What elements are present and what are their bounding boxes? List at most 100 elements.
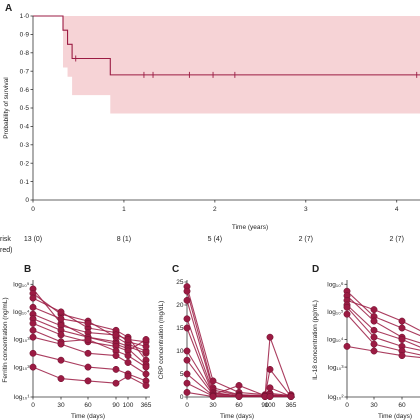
x-tick-label: 0: [345, 402, 349, 409]
data-point: [370, 340, 378, 348]
data-point: [183, 370, 191, 378]
panel-a-label: A: [5, 3, 12, 14]
y-tick-label: log₁₀⁶: [327, 282, 344, 289]
data-point: [142, 370, 150, 378]
data-point: [343, 342, 351, 350]
x-tick-label: 90: [261, 402, 269, 409]
data-point: [370, 347, 378, 355]
risk-value: 13 (0): [24, 236, 42, 243]
data-point: [183, 379, 191, 387]
y-tick-label: log₁₀¹: [14, 394, 31, 401]
panel-a-x-axis-label: Time (years): [232, 224, 268, 231]
series-line-0: [186, 286, 292, 397]
number-at-risk-table: risk red) 13 (0) 8 (1) 5 (4) 2 (7) 2 (7): [0, 236, 404, 254]
censor-marks: [75, 55, 418, 78]
survival-step-line: [33, 15, 420, 76]
series-line-6: [32, 322, 147, 352]
x-tick-label: 0: [31, 206, 35, 213]
y-tick-label: 5: [180, 371, 184, 378]
risk-value: 8 (1): [117, 236, 131, 243]
y-tick-label: log₁₀⁴: [327, 337, 344, 344]
y-tick-label: 0·8: [20, 50, 30, 57]
y-tick-label: log₁₀³: [14, 337, 31, 344]
data-point: [266, 384, 274, 392]
y-tick-label: log₁₀²: [14, 364, 31, 371]
panel-d-y-axis-label: IL-18 concentration (pg/mL): [312, 300, 319, 380]
data-point: [84, 363, 92, 371]
panel-a-y-axis-label: Probability of survival: [3, 77, 10, 139]
data-point: [398, 324, 406, 332]
data-point: [29, 349, 37, 357]
panel-c-y-axis-label: CRP concentration (mg/dL): [158, 301, 165, 380]
data-point: [370, 306, 378, 314]
data-point: [84, 336, 92, 343]
y-tick-label: log₁₀⁵: [327, 309, 344, 316]
data-point: [343, 310, 351, 318]
panel-a-y-ticks: 0 0·1 0·2 0·3 0·4 0·5 0·6 0·7 0·8 0·9 1·0: [20, 13, 33, 204]
data-point: [343, 303, 351, 311]
data-point: [124, 352, 132, 360]
x-tick-label: 100: [123, 402, 134, 409]
x-tick-label: 3: [304, 206, 308, 213]
y-tick-label: 10: [176, 348, 184, 355]
data-point: [29, 333, 37, 341]
x-tick-label: 30: [209, 402, 217, 409]
panel-b-label: B: [24, 264, 31, 275]
panel-c-label: C: [172, 264, 179, 275]
panel-d-x-axis-label: Time (days): [378, 413, 412, 420]
y-tick-label: 0·1: [20, 179, 30, 186]
panel-d-il18-chart: D IL-18 concentration (pg/mL) Time (days…: [312, 264, 420, 420]
data-point: [235, 382, 243, 389]
data-point: [266, 365, 274, 373]
data-point: [57, 315, 65, 323]
y-tick-label: 20: [176, 302, 184, 309]
data-point: [84, 377, 92, 385]
data-point: [124, 359, 132, 366]
risk-value: 2 (7): [299, 236, 313, 243]
data-point: [370, 326, 378, 334]
data-point: [57, 308, 65, 316]
data-point: [183, 315, 191, 323]
data-point: [57, 356, 65, 364]
data-point: [112, 352, 120, 360]
y-tick-label: 0·3: [20, 142, 30, 149]
data-point: [370, 333, 378, 341]
x-tick-label: 365: [141, 402, 152, 409]
y-tick-label: 0·2: [20, 160, 30, 167]
risk-row-label: risk: [0, 236, 11, 243]
y-tick-label: 0·9: [20, 32, 30, 39]
data-point: [57, 331, 65, 339]
series-line-3: [346, 304, 420, 348]
panel-a-x-ticks: 0 1 2 3 4: [31, 200, 399, 213]
data-point: [370, 317, 378, 325]
y-tick-label: 25: [176, 279, 184, 286]
x-tick-label: 30: [57, 402, 65, 409]
series-line-9: [186, 391, 291, 398]
data-point: [84, 319, 92, 327]
y-tick-label: 1·0: [20, 13, 30, 20]
y-tick-label: 0·4: [20, 124, 30, 131]
panel-d-plot: log₁₀²log₁₀³log₁₀⁴log₁₀⁵log₁₀⁶0306090: [327, 280, 420, 409]
panel-d-label: D: [312, 264, 319, 275]
data-point: [57, 340, 65, 348]
panel-c-crp-chart: C CRP concentration (mg/dL) Time (days) …: [158, 264, 297, 420]
series-line-5: [346, 313, 420, 356]
panel-b-ferritin-chart: B Ferritin concentration (ng/mL) Time (d…: [2, 264, 152, 420]
risk-row-label-continued: red): [0, 247, 12, 254]
data-point: [112, 365, 120, 373]
series-line-7: [32, 329, 147, 368]
x-tick-label: 0: [185, 402, 189, 409]
data-point: [29, 319, 37, 327]
x-tick-label: 90: [112, 402, 120, 409]
y-tick-label: 0·6: [20, 87, 30, 94]
series-line-2: [346, 299, 420, 332]
x-tick-label: 4: [395, 206, 399, 213]
x-tick-label: 2: [213, 206, 217, 213]
data-point: [124, 372, 132, 380]
data-point: [29, 326, 37, 334]
data-point: [398, 336, 406, 343]
x-tick-label: 60: [84, 402, 92, 409]
data-point: [142, 336, 150, 343]
